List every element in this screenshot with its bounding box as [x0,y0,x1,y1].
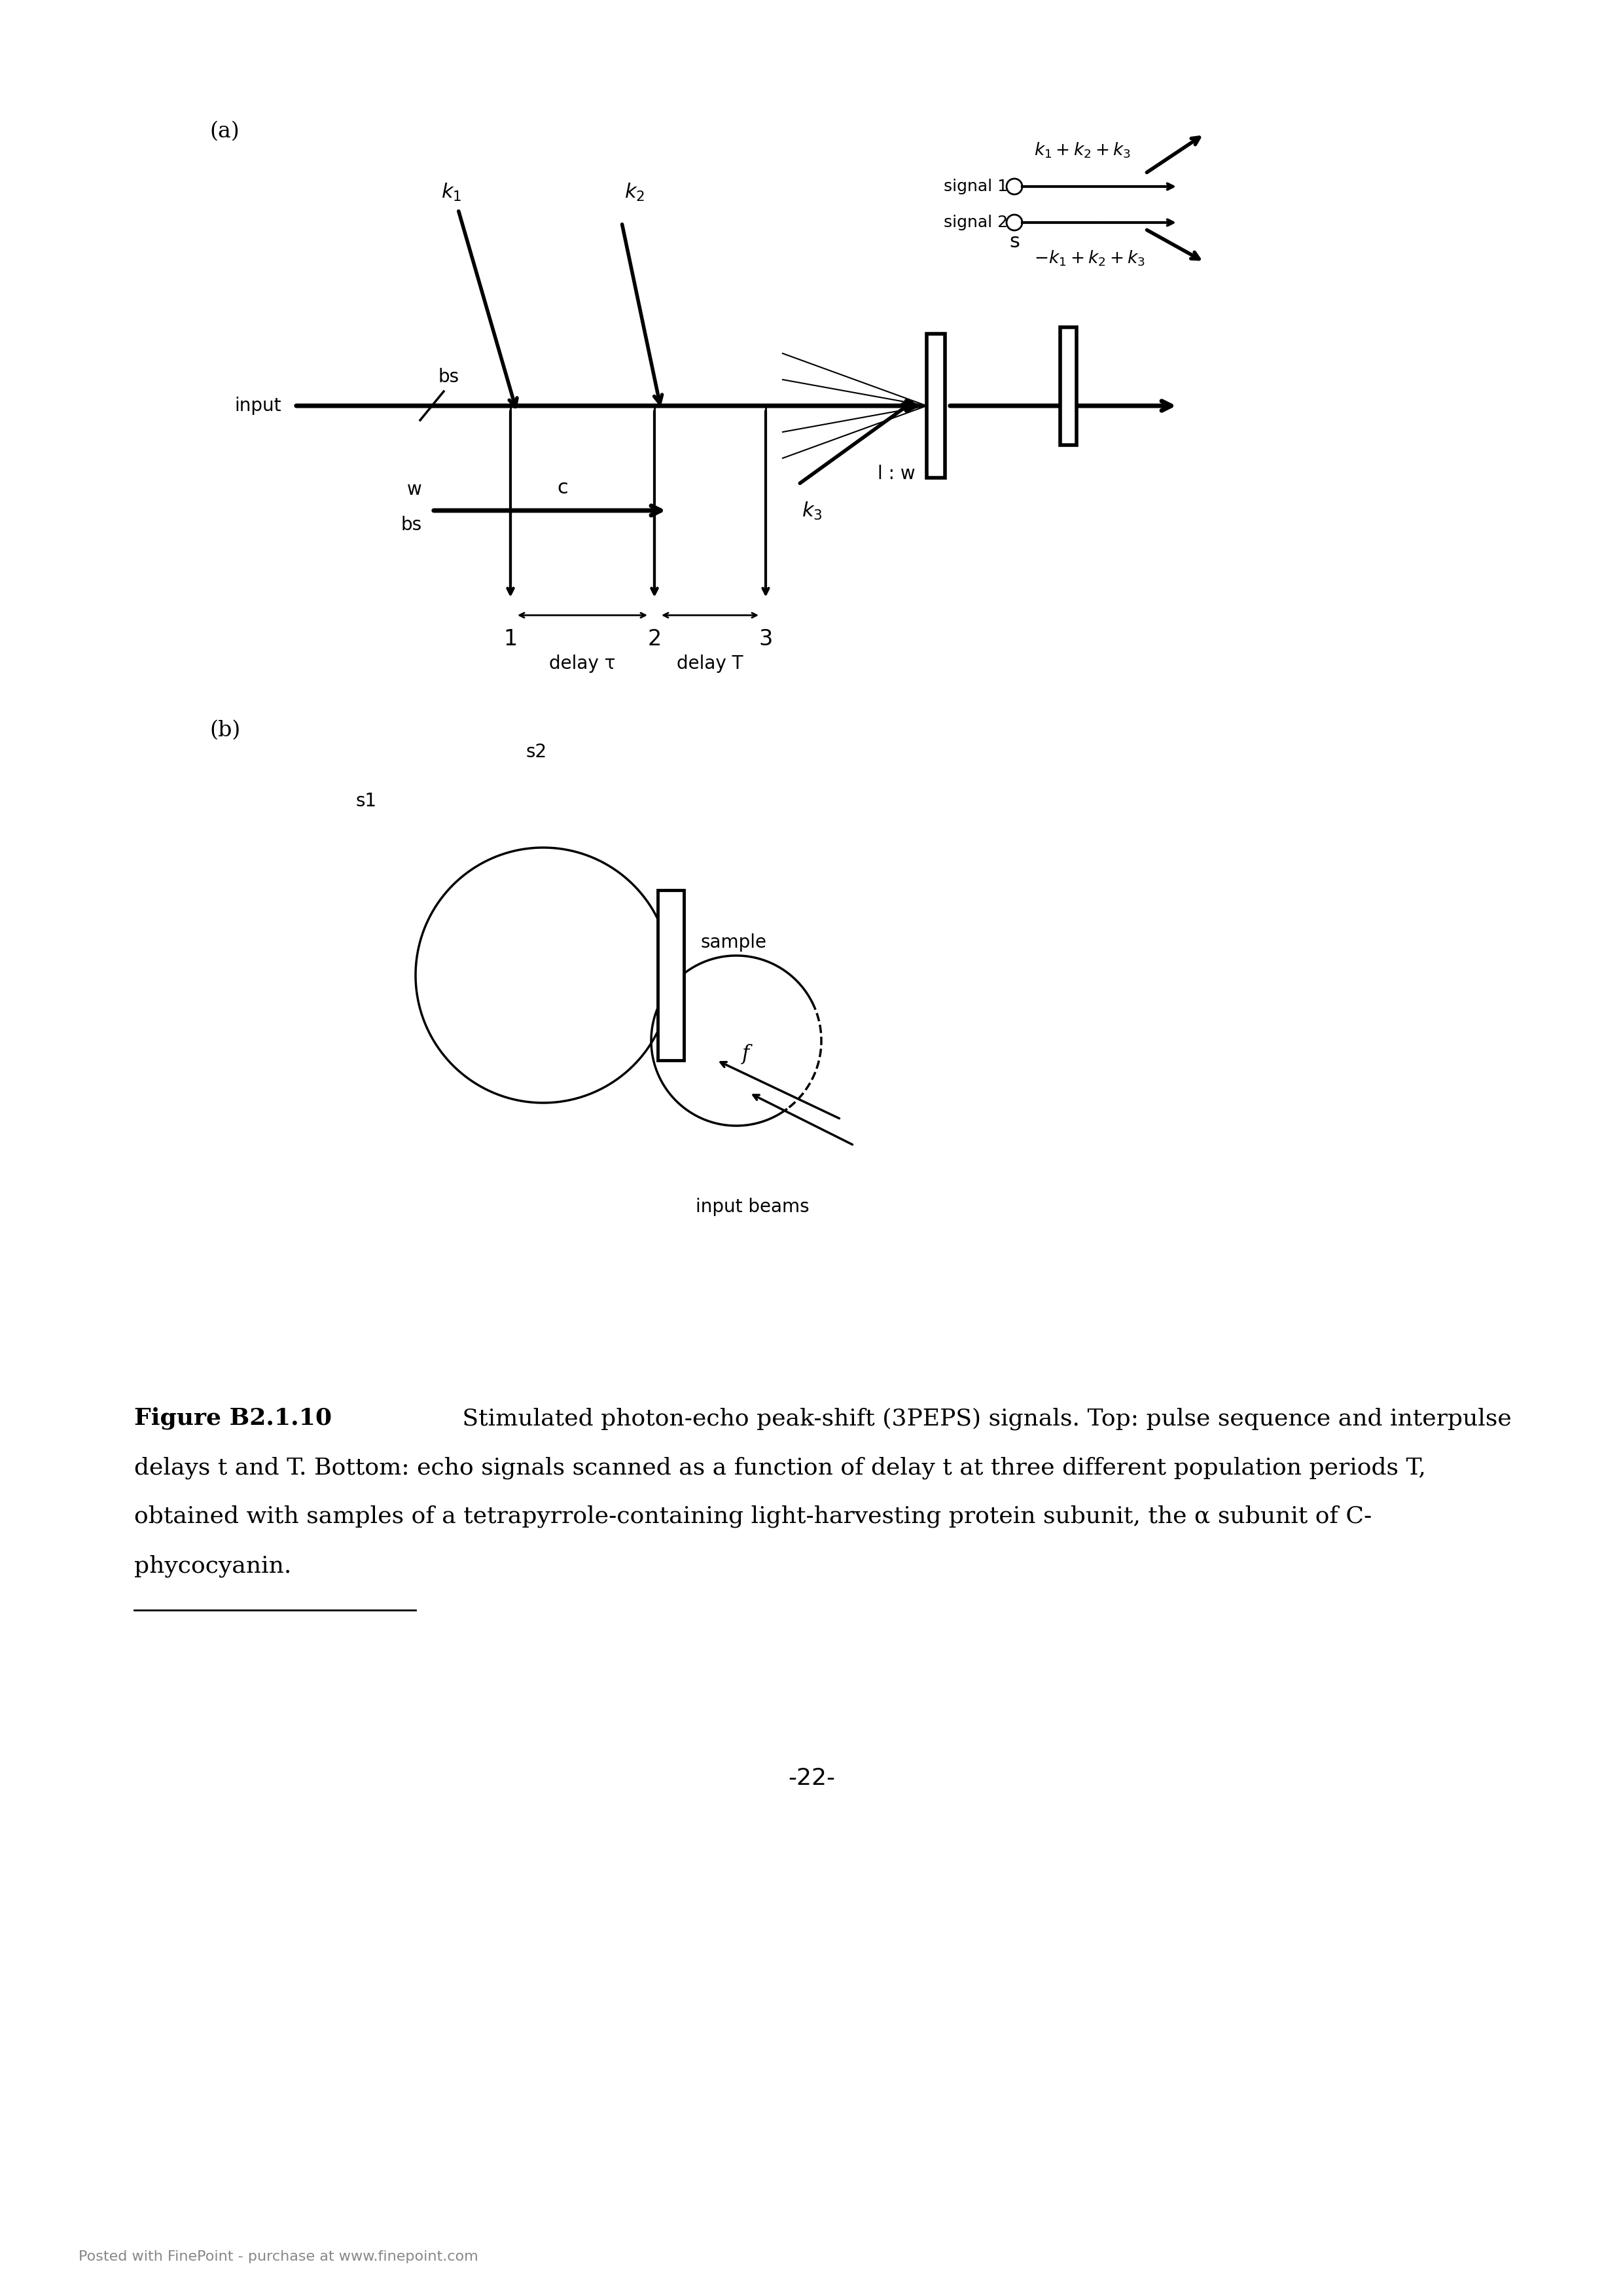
Text: $k_1+k_2+k_3$: $k_1+k_2+k_3$ [1034,142,1131,161]
Text: $k_1$: $k_1$ [441,181,463,202]
Text: delays t and T. Bottom: echo signals scanned as a function of delay t at three d: delays t and T. Bottom: echo signals sca… [135,1456,1427,1479]
Text: input: input [235,397,281,416]
Text: c: c [557,478,568,498]
Text: 1: 1 [503,629,518,650]
Text: (b): (b) [209,721,240,742]
Text: s1: s1 [355,792,377,810]
Text: s: s [1010,232,1019,253]
Text: phycocyanin.: phycocyanin. [135,1554,292,1577]
Text: f: f [742,1045,750,1063]
Text: bs: bs [438,367,459,386]
Text: delay T: delay T [677,654,743,673]
Bar [927,333,945,478]
Text: bs: bs [401,517,422,535]
Text: w: w [407,480,422,498]
Text: 2: 2 [648,629,662,650]
Text: -22-: -22- [787,1768,836,1789]
Text: sample: sample [700,932,766,951]
Text: 3: 3 [758,629,773,650]
Text: s2: s2 [526,744,547,762]
Text: $k_2$: $k_2$ [625,181,644,202]
Text: obtained with samples of a tetrapyrrole-containing light-harvesting protein subu: obtained with samples of a tetrapyrrole-… [135,1506,1371,1527]
Text: Figure B2.1.10: Figure B2.1.10 [135,1407,331,1430]
Text: signal 1: signal 1 [943,179,1008,195]
Bar [1060,328,1076,445]
Text: (a): (a) [209,122,239,142]
Text: input beams: input beams [696,1199,810,1217]
Text: Stimulated photon-echo peak-shift (3PEPS) signals. Top: pulse sequence and inter: Stimulated photon-echo peak-shift (3PEPS… [454,1407,1511,1430]
Text: delay τ: delay τ [549,654,615,673]
Text: $k_3$: $k_3$ [802,501,823,521]
Text: signal 2: signal 2 [943,216,1008,230]
Text: $-k_1+k_2+k_3$: $-k_1+k_2+k_3$ [1034,250,1146,269]
Text: Posted with FinePoint - purchase at www.finepoint.com: Posted with FinePoint - purchase at www.… [78,2250,479,2264]
Bar [657,891,683,1061]
Text: l : w: l : w [878,464,915,482]
